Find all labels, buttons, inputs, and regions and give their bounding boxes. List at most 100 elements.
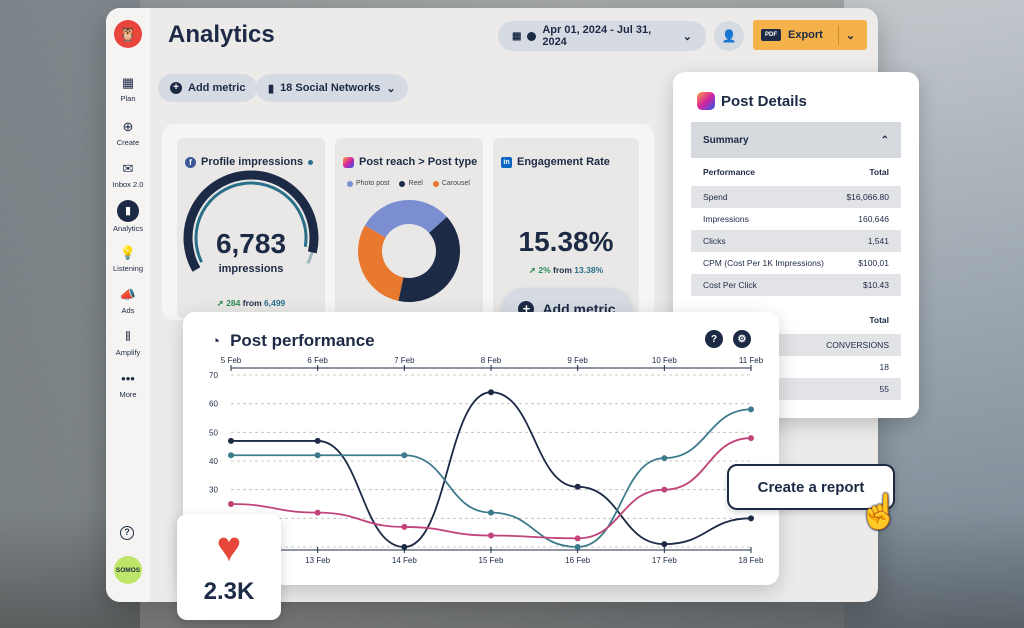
add-user-icon: 👤 bbox=[721, 29, 737, 43]
export-button[interactable]: PDF Export ⌄ bbox=[753, 20, 867, 50]
likes-count: 2.3K bbox=[203, 578, 255, 605]
settings-button[interactable]: ⚙ bbox=[733, 330, 751, 348]
post-reach-card[interactable]: Post reach > Post type Photo post Reel C… bbox=[335, 138, 483, 318]
gauge-fill bbox=[183, 170, 319, 272]
page-title: Analytics bbox=[168, 21, 275, 48]
sidebar-item-inbox-2-0[interactable]: ✉ Inbox 2.0 bbox=[106, 160, 150, 189]
sidebar-item-label: Analytics bbox=[112, 224, 143, 233]
series-2-point-0 bbox=[228, 501, 234, 507]
sidebar-item-ads[interactable]: 📣 Ads bbox=[106, 286, 150, 315]
ads-icon: 📣 bbox=[119, 287, 137, 302]
avatar[interactable]: SOMOS bbox=[114, 556, 142, 584]
sidebar-item-plan[interactable]: ▦ Plan bbox=[106, 74, 150, 103]
series-0-point-0 bbox=[228, 437, 234, 444]
x-top-tick-label: 8 Feb bbox=[481, 356, 502, 365]
help-button[interactable]: ? bbox=[705, 330, 723, 348]
sidebar-item-analytics[interactable]: ▮ Analytics bbox=[106, 200, 150, 233]
x-top-tick-label: 7 Feb bbox=[394, 356, 415, 365]
sidebar: 🦉 ▦ Plan ⊕ Create ✉ Inbox 2.0 ▮ Analytics 💡 Liste… bbox=[106, 8, 150, 602]
table-row: Clicks 1,541 bbox=[691, 230, 901, 252]
networks-dropdown[interactable]: ▮ 18 Social Networks ⌄ bbox=[256, 74, 408, 102]
series-1-point-5 bbox=[661, 455, 668, 462]
sidebar-item-create[interactable]: ⊕ Create bbox=[106, 118, 150, 147]
more-icon: ••• bbox=[121, 371, 135, 386]
series-line-2 bbox=[230, 437, 752, 540]
impressions-unit: impressions bbox=[218, 263, 284, 275]
series-1-point-3 bbox=[488, 509, 494, 516]
chevron-down-icon[interactable]: ⌄ bbox=[845, 29, 856, 42]
table-row: Cost Per Click $10.43 bbox=[691, 274, 901, 296]
x-bottom-tick-label: 17 Feb bbox=[652, 556, 677, 565]
x-top-tick-label: 11 Feb bbox=[739, 356, 764, 365]
linkedin-icon: in bbox=[501, 156, 512, 168]
create-icon: ⊕ bbox=[122, 119, 134, 134]
table-row: CPM (Cost Per 1K Impressions) $100,01 bbox=[691, 252, 901, 274]
calendar-icon: ▦ bbox=[512, 30, 522, 42]
pdf-badge: PDF bbox=[761, 29, 781, 41]
series-1-point-2 bbox=[401, 452, 408, 459]
series-1-point-6 bbox=[748, 406, 754, 413]
owl-logo-icon[interactable]: 🦉 bbox=[114, 20, 142, 48]
row-value: $16,066.80 bbox=[846, 192, 889, 202]
chevron-up-icon[interactable]: ⌃ bbox=[880, 134, 889, 146]
add-metric-button[interactable]: + Add metric bbox=[158, 74, 258, 102]
table-header: Total bbox=[869, 315, 889, 325]
gauge-icon: ◔ bbox=[211, 332, 221, 350]
x-bottom-tick-label: 14 Feb bbox=[392, 556, 417, 565]
legend-carousel: Carousel bbox=[432, 180, 470, 187]
summary-toggle[interactable]: Summary ⌃ bbox=[691, 122, 901, 158]
series-1-point-0 bbox=[228, 452, 234, 459]
series-0-point-6 bbox=[748, 515, 754, 522]
series-2-point-3 bbox=[488, 532, 494, 539]
post-performance-title: ◔ Post performance bbox=[211, 331, 375, 350]
engagement-value: 15.38% bbox=[518, 226, 614, 257]
sidebar-item-label: Ads bbox=[121, 306, 135, 315]
create-report-button[interactable]: Create a report bbox=[727, 464, 895, 510]
series-2-point-2 bbox=[401, 523, 408, 530]
row-label: Impressions bbox=[703, 214, 749, 224]
table-row: Impressions 160,646 bbox=[691, 208, 901, 230]
date-range-picker[interactable]: ▦ Apr 01, 2024 - Jul 31, 2024 ⌄ bbox=[498, 21, 706, 51]
profile-impressions-card[interactable]: f Profile impressions 6,783 impressions … bbox=[177, 138, 325, 318]
inbox-2-0-icon: ✉ bbox=[122, 161, 134, 176]
x-top-tick-label: 6 Feb bbox=[307, 356, 328, 365]
pointer-hand-icon: ☝ bbox=[858, 493, 901, 531]
row-value: 1,541 bbox=[867, 236, 889, 246]
y-tick-label: 60 bbox=[209, 400, 218, 409]
export-divider bbox=[837, 25, 839, 45]
y-tick-label: 50 bbox=[209, 428, 218, 437]
x-top-tick-label: 5 Feb bbox=[221, 356, 242, 365]
y-tick-label: 30 bbox=[209, 486, 218, 495]
add-user-button[interactable]: 👤 bbox=[714, 21, 744, 51]
series-0-point-5 bbox=[661, 541, 668, 548]
row-value: $100,01 bbox=[858, 258, 889, 268]
facebook-icon: f bbox=[185, 156, 196, 168]
impressions-delta: ➚ 284 from 6,499 bbox=[216, 298, 286, 308]
status-dot bbox=[527, 31, 537, 41]
sidebar-item-listening[interactable]: 💡 Listening bbox=[106, 244, 150, 273]
row-label: Clicks bbox=[703, 236, 726, 246]
impressions-value: 6,783 bbox=[215, 228, 287, 259]
series-1-point-4 bbox=[574, 544, 581, 550]
amplify-icon: ⫴ bbox=[125, 329, 131, 344]
post-performance-panel: ◔ Post performance ? ⚙ 706050403020105 F… bbox=[183, 312, 779, 585]
x-bottom-tick-label: 15 Feb bbox=[479, 556, 504, 565]
sidebar-item-more[interactable]: ••• More bbox=[106, 370, 150, 399]
card-title: f Profile impressions bbox=[185, 156, 314, 168]
gauge-chart bbox=[183, 170, 319, 272]
sidebar-item-label: Create bbox=[116, 138, 140, 147]
row-label: CPM (Cost Per 1K Impressions) bbox=[703, 258, 824, 268]
sidebar-item-label: Plan bbox=[120, 94, 136, 103]
plus-icon: + bbox=[170, 82, 182, 94]
heart-icon: ♥ bbox=[216, 523, 242, 570]
trend-up-icon: ➚ bbox=[216, 298, 224, 308]
date-range-label: Apr 01, 2024 - Jul 31, 2024 bbox=[542, 24, 652, 48]
table-row: Spend $16,066.80 bbox=[691, 186, 901, 208]
sidebar-item-amplify[interactable]: ⫴ Amplify bbox=[106, 328, 150, 357]
series-0-point-2 bbox=[401, 544, 408, 550]
help-icon[interactable]: ? bbox=[120, 526, 134, 540]
series-line-0 bbox=[230, 391, 752, 548]
card-title: in Engagement Rate bbox=[501, 156, 610, 168]
table-header: Performance Total bbox=[703, 167, 889, 177]
engagement-delta: ➚ 2% from 13.38% bbox=[528, 265, 604, 275]
